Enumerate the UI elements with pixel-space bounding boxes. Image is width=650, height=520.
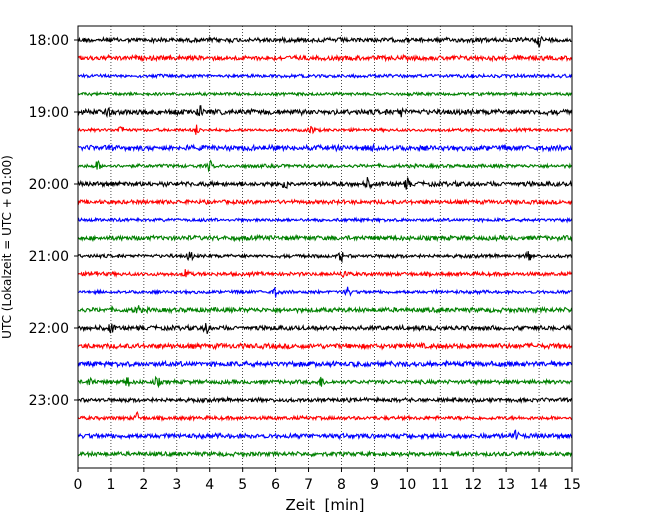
trace-line xyxy=(77,159,573,173)
x-tick-label: 4 xyxy=(205,477,214,493)
x-tick-label: 9 xyxy=(370,477,379,493)
trace-line xyxy=(77,359,573,369)
y-tick-label: 21:00 xyxy=(29,249,69,265)
trace-line xyxy=(77,177,573,190)
trace-line xyxy=(77,142,573,153)
trace-line xyxy=(77,341,573,351)
trace-line xyxy=(77,124,573,135)
x-tick-label: 8 xyxy=(337,477,346,493)
trace-line xyxy=(77,216,573,224)
y-axis-label: UTC (Lokalzeit = UTC + 01:00) xyxy=(0,155,14,339)
x-tick-label: 13 xyxy=(497,477,515,493)
x-tick-label: 10 xyxy=(398,477,416,493)
x-tick-label: 7 xyxy=(304,477,313,493)
x-tick-label: 5 xyxy=(238,477,247,493)
x-tick-label: 0 xyxy=(74,477,83,493)
y-tick-label: 20:00 xyxy=(29,177,69,193)
x-tick-label: 12 xyxy=(464,477,482,493)
trace-line xyxy=(77,233,573,243)
traces xyxy=(77,35,573,459)
trace-line xyxy=(77,105,573,119)
trace-line xyxy=(77,250,573,264)
trace-line xyxy=(77,286,573,298)
y-axis: 18:00 19:00 20:00 21:00 22:00 23:00 xyxy=(29,33,78,409)
trace-line xyxy=(77,305,573,315)
x-tick-label: 3 xyxy=(172,477,181,493)
trace-line xyxy=(77,72,573,80)
x-tick-label: 11 xyxy=(431,477,449,493)
trace-line xyxy=(77,429,573,441)
trace-line xyxy=(77,375,573,389)
trace-line xyxy=(77,410,573,423)
trace-line xyxy=(77,449,573,459)
trace-line xyxy=(77,53,573,63)
plot-frame xyxy=(77,25,573,469)
y-tick-label: 18:00 xyxy=(29,33,69,49)
trace-line xyxy=(77,197,573,207)
trace-line xyxy=(77,323,573,335)
y-tick-label: 23:00 xyxy=(29,393,69,409)
trace-line xyxy=(77,395,573,405)
x-axis-label: Zeit [min] xyxy=(285,496,364,514)
trace-line xyxy=(77,90,573,98)
y-tick-label: 22:00 xyxy=(29,321,69,337)
x-tick-label: 2 xyxy=(139,477,148,493)
y-tick-label: 19:00 xyxy=(29,105,69,121)
x-tick-label: 1 xyxy=(106,477,115,493)
x-tick-label: 14 xyxy=(530,477,548,493)
x-axis: 0 1 2 3 4 5 6 7 8 9 10 11 12 13 14 15 xyxy=(74,468,581,493)
x-tick-label: 15 xyxy=(563,477,581,493)
trace-line xyxy=(77,269,573,279)
x-tick-label: 6 xyxy=(271,477,280,493)
trace-line xyxy=(77,35,573,48)
